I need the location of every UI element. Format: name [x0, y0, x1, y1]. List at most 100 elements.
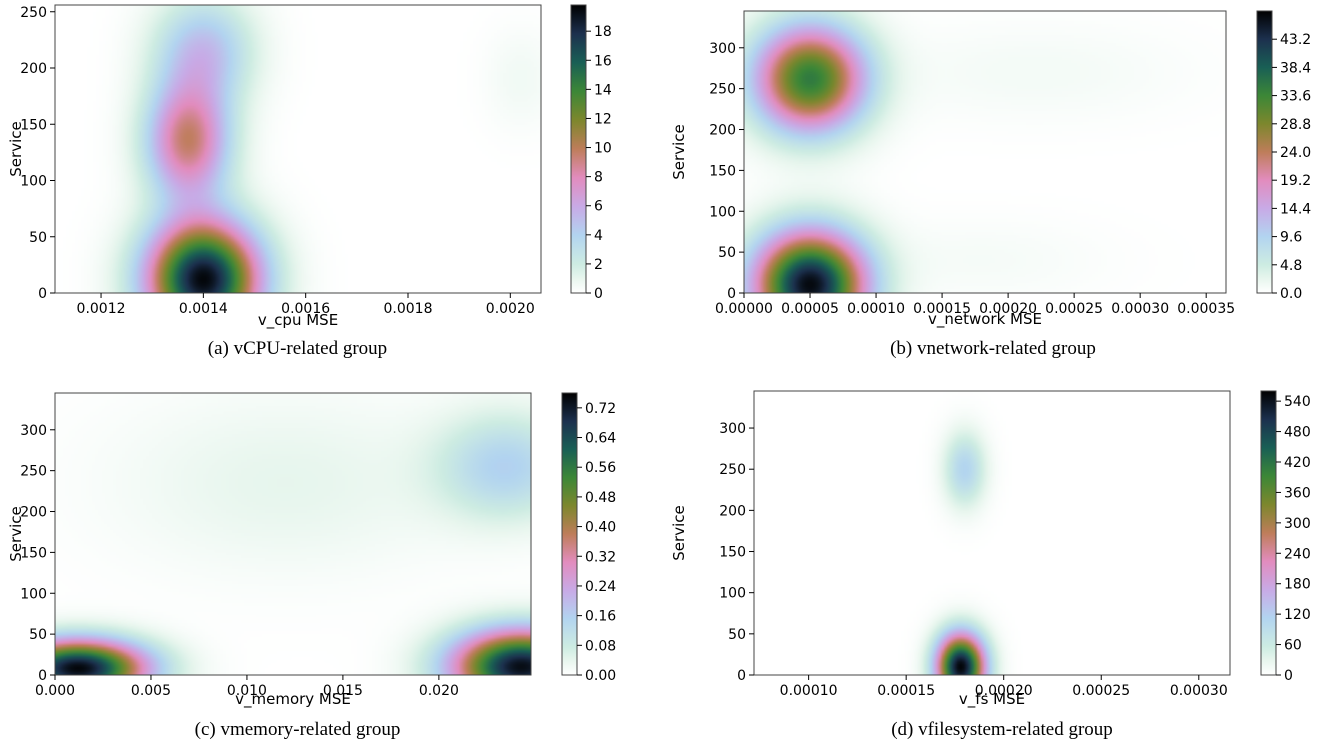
colorbar-tick-label: 14.4 — [1280, 201, 1311, 217]
y-tick-label: 0 — [38, 668, 47, 684]
x-tick-label: 0.010 — [227, 683, 267, 699]
x-tick-label: 0.00030 — [1170, 683, 1228, 699]
heatmap-density — [744, 11, 1226, 293]
y-axis-label: Service — [670, 505, 688, 560]
colorbar-tick-label: 2 — [594, 257, 603, 273]
x-tick-label: 0.00030 — [1111, 301, 1169, 317]
colorbar-tick-label: 480 — [1284, 425, 1311, 441]
heatmap-density — [55, 5, 541, 293]
colorbar-tick-label: 16 — [594, 53, 612, 69]
y-tick-label: 200 — [709, 123, 736, 139]
colorbar-tick-label: 28.8 — [1280, 117, 1311, 133]
x-tick-label: 0.000 — [35, 683, 75, 699]
colorbar-tick-label: 360 — [1284, 485, 1311, 501]
colorbar-tick-label: 9.6 — [1280, 230, 1302, 246]
y-axis-label: Service — [7, 506, 25, 561]
colorbar-tick-label: 120 — [1284, 607, 1311, 623]
colorbar-tick-label: 19.2 — [1280, 173, 1311, 189]
y-tick-label: 300 — [719, 421, 746, 437]
y-tick-label: 150 — [20, 545, 47, 561]
heatmap-density — [55, 393, 531, 675]
y-tick-label: 250 — [719, 462, 746, 478]
heatmap-chart-b: 0.00000 0.00005 0.00010 0.00015 0.00020 0.000… — [670, 10, 1311, 329]
y-tick-label: 100 — [709, 204, 736, 220]
colorbar-tick-label: 0.24 — [585, 579, 616, 595]
x-tick-label: 0.00000 — [715, 301, 773, 317]
y-tick-label: 250 — [20, 5, 47, 21]
colorbar-tick-label: 0.48 — [585, 490, 616, 506]
colorbar-tick-label: 8 — [594, 170, 603, 186]
plot-area-border — [54, 4, 542, 294]
x-tick-label: 0.005 — [131, 683, 171, 699]
x-tick-label: 0.00015 — [913, 301, 971, 317]
y-tick-label: 100 — [20, 174, 47, 190]
colorbar-tick-label: 38.4 — [1280, 60, 1311, 76]
y-tick-label: 200 — [20, 61, 47, 77]
x-tick-label: 0.00010 — [780, 683, 838, 699]
colorbar-tick-label: 60 — [1284, 638, 1302, 654]
x-tick-label: 0.00015 — [877, 683, 935, 699]
x-axis-label: v_fs MSE — [959, 690, 1025, 709]
plot-area-border — [743, 10, 1227, 294]
x-tick-label: 0.015 — [323, 683, 363, 699]
colorbar-tick-label: 14 — [594, 82, 612, 98]
colorbar-tick-label: 240 — [1284, 546, 1311, 562]
y-tick-label: 50 — [728, 627, 746, 643]
x-tick-label: 0.020 — [419, 683, 459, 699]
colorbar-tick-label: 0.16 — [585, 609, 616, 625]
colorbar-tick-label: 180 — [1284, 577, 1311, 593]
y-tick-label: 0 — [727, 286, 736, 302]
colorbar-tick-label: 0 — [594, 286, 603, 302]
chart-panel-c: 0.000 0.005 0.010 0.015 0.020 0 50 100 150 200 250… — [0, 375, 667, 749]
y-tick-label: 50 — [29, 230, 47, 246]
colorbar — [1260, 390, 1277, 676]
x-tick-label: 0.00020 — [979, 301, 1037, 317]
y-tick-label: 0 — [38, 286, 47, 302]
y-axis-label: Service — [670, 124, 688, 179]
colorbar-tick-label: 0.64 — [585, 431, 616, 447]
x-tick-label: 0.00025 — [1045, 301, 1103, 317]
chart-panel-b: 0.00000 0.00005 0.00010 0.00015 0.00020 0.000… — [667, 0, 1334, 375]
colorbar-tick-label: 300 — [1284, 516, 1311, 532]
y-tick-label: 200 — [719, 503, 746, 519]
x-tick-label: 0.0020 — [486, 301, 535, 317]
caption-d: (d) vfilesystem-related group — [891, 719, 1113, 740]
colorbar-tick-label: 0.00 — [585, 668, 616, 684]
x-axis-label: v_network MSE — [928, 310, 1042, 329]
y-tick-label: 200 — [20, 505, 47, 521]
x-tick-label: 0.0018 — [383, 301, 432, 317]
x-tick-label: 0.00010 — [847, 301, 905, 317]
x-tick-label: 0.00035 — [1177, 301, 1235, 317]
colorbar-tick-label: 0.72 — [585, 401, 616, 417]
colorbar-tick-label: 0 — [1284, 668, 1293, 684]
plot-area-border — [753, 390, 1231, 676]
x-tick-label: 0.0012 — [77, 301, 126, 317]
colorbar-tick-label: 12 — [594, 111, 612, 127]
y-tick-label: 50 — [29, 627, 47, 643]
colorbar-tick-label: 4 — [594, 228, 603, 244]
y-tick-label: 100 — [719, 586, 746, 602]
chart-panel-a: 0.0012 0.0014 0.0016 0.0018 0.0020 0 50 100 150 2… — [0, 0, 667, 375]
caption-a: (a) vCPU-related group — [207, 338, 388, 359]
colorbar-tick-label: 4.8 — [1280, 258, 1302, 274]
colorbar-tick-label: 10 — [594, 141, 612, 157]
colorbar — [570, 4, 587, 294]
y-tick-label: 50 — [718, 245, 736, 261]
chart-panel-d: 0.00010 0.00015 0.00020 0.00025 0.00030 0 50 10… — [667, 375, 1334, 749]
heatmap-density — [754, 391, 1230, 675]
x-axis-label: v_cpu MSE — [258, 311, 338, 330]
colorbar-tick-label: 24.0 — [1280, 145, 1311, 161]
y-tick-label: 250 — [20, 464, 47, 480]
colorbar-tick-label: 18 — [594, 24, 612, 40]
x-tick-label: 0.00020 — [975, 683, 1033, 699]
colorbar-tick-label: 0.08 — [585, 638, 616, 654]
y-tick-label: 150 — [20, 117, 47, 133]
colorbar-tick-label: 0.0 — [1280, 286, 1302, 302]
caption-b: (b) vnetwork-related group — [890, 338, 1096, 359]
y-axis-label: Service — [7, 121, 25, 176]
colorbar-tick-label: 0.56 — [585, 460, 616, 476]
colorbar — [1256, 10, 1273, 294]
colorbar-tick-label: 43.2 — [1280, 32, 1311, 48]
x-tick-label: 0.00005 — [781, 301, 839, 317]
colorbar — [561, 392, 578, 676]
